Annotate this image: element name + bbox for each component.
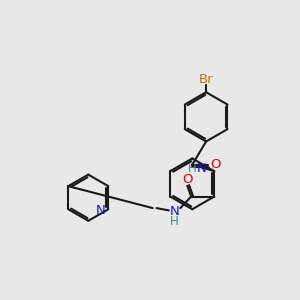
Text: O: O [210, 158, 220, 171]
Text: Br: Br [199, 73, 213, 85]
Text: N: N [169, 206, 179, 218]
Text: O: O [182, 173, 193, 186]
Text: H: H [188, 162, 197, 175]
Text: H: H [170, 215, 178, 228]
Text: N: N [197, 162, 207, 175]
Text: N: N [96, 204, 106, 217]
